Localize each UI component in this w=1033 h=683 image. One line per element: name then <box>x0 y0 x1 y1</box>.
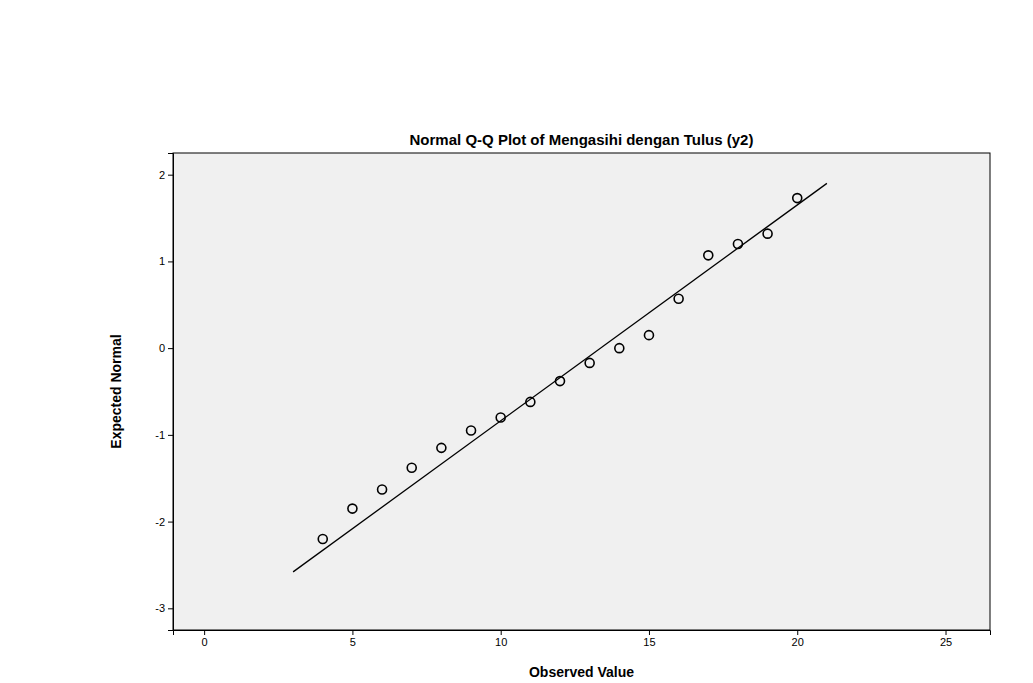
tick-label: 2 <box>159 169 165 181</box>
x-axis: 0 5 10 15 20 25 <box>174 630 991 648</box>
chart: 0 5 10 15 20 25 -3 -2 -1 0 1 2 Normal Q-Q Plot of Me… <box>0 0 1033 683</box>
tick-mark <box>649 630 650 635</box>
x-axis-title: Observed Value <box>529 664 634 680</box>
title: Normal Q-Q Plot of Mengasihi dengan Tulu… <box>410 131 754 148</box>
point <box>348 504 357 513</box>
tick: 10 <box>495 630 507 648</box>
tick-label: 10 <box>495 636 507 648</box>
y-axis: -3 -2 -1 0 1 2 <box>155 154 173 631</box>
y-axis-title: Expected Normal <box>108 334 124 448</box>
tick-mark <box>168 261 173 262</box>
tick-label: 20 <box>792 636 804 648</box>
plot-background <box>173 153 990 630</box>
tick: 1 <box>159 255 173 267</box>
point <box>437 443 446 452</box>
point <box>615 344 624 353</box>
tick-mark <box>168 522 173 523</box>
tick-mark <box>168 175 173 176</box>
point <box>793 194 802 203</box>
tick-label: 5 <box>350 636 356 648</box>
tick-label: -2 <box>155 516 165 528</box>
point <box>644 331 653 340</box>
tick-label: -1 <box>155 429 165 441</box>
point <box>407 463 416 472</box>
tick: 0 <box>202 630 208 648</box>
tick-label: -3 <box>155 602 165 614</box>
tick: -1 <box>155 429 173 441</box>
tick: 0 <box>159 342 173 354</box>
tick-mark <box>946 630 947 635</box>
tick-label: 0 <box>159 342 165 354</box>
point <box>733 240 742 249</box>
point <box>585 358 594 367</box>
marks <box>293 183 827 572</box>
tick-label: 1 <box>159 255 165 267</box>
reference-line <box>293 183 827 572</box>
tick: 2 <box>159 169 173 181</box>
tick-mark <box>168 348 173 349</box>
tick: 5 <box>350 630 356 648</box>
tick-mark <box>501 630 502 635</box>
point <box>318 534 327 543</box>
point <box>467 426 476 435</box>
point <box>674 294 683 303</box>
tick-mark <box>168 608 173 609</box>
tick: -3 <box>155 602 173 614</box>
tick-label: 15 <box>643 636 655 648</box>
tick: 15 <box>643 630 655 648</box>
tick: 20 <box>792 630 804 648</box>
tick-label: 0 <box>202 636 208 648</box>
tick-label: 25 <box>940 636 952 648</box>
point <box>704 251 713 260</box>
tick: -2 <box>155 516 173 528</box>
plot-frame <box>173 153 990 630</box>
tick-mark <box>352 630 353 635</box>
point <box>763 229 772 238</box>
tick-mark <box>204 630 205 635</box>
tick: 25 <box>940 630 952 648</box>
axis-line <box>174 631 991 636</box>
point <box>378 485 387 494</box>
tick-mark <box>168 435 173 436</box>
tick-mark <box>797 630 798 635</box>
